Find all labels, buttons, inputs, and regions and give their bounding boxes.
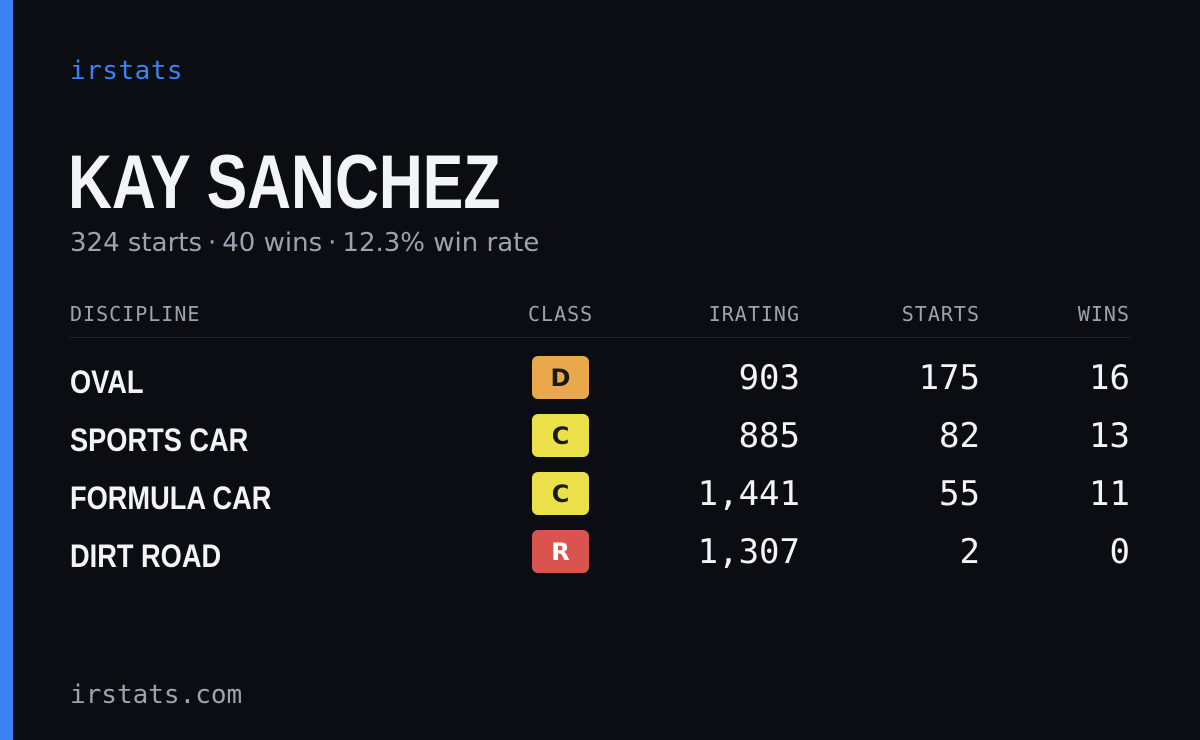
separator: · (328, 228, 337, 258)
class-badge: C (532, 472, 589, 515)
discipline-name: FORMULA CAR (70, 480, 272, 516)
table-row: FORMULA CAR C 1,441 55 11 (70, 470, 1131, 528)
stats-table: DISCIPLINE CLASS IRATING STARTS WINS OVA… (70, 296, 1131, 586)
separator: · (208, 228, 217, 258)
starts-value: 2 (959, 532, 980, 572)
table-row: OVAL D 903 175 16 (70, 354, 1131, 412)
wins-value: 11 (1089, 474, 1130, 514)
driver-name: KAY SANCHEZ (68, 140, 501, 225)
starts-value: 55 (939, 474, 980, 514)
win-rate: 12.3% win rate (342, 228, 540, 258)
class-badge: C (532, 414, 589, 457)
accent-bar (0, 0, 13, 740)
header-starts: STARTS (901, 302, 980, 326)
table-body: OVAL D 903 175 16 SPORTS CAR C 885 82 13… (70, 338, 1131, 586)
class-badge: D (532, 356, 589, 399)
header-irating: IRATING (708, 302, 800, 326)
table-row: DIRT ROAD R 1,307 2 0 (70, 528, 1131, 586)
discipline-name: SPORTS CAR (70, 422, 249, 458)
starts-count: 324 starts (70, 228, 202, 258)
irating-value: 1,307 (697, 532, 800, 572)
header-class: CLASS (528, 302, 594, 326)
table-header: DISCIPLINE CLASS IRATING STARTS WINS (70, 296, 1131, 338)
brand-logo: irstats (70, 56, 184, 86)
irating-value: 885 (738, 416, 800, 456)
footer-url: irstats.com (70, 680, 243, 710)
starts-value: 175 (918, 358, 980, 398)
wins-count: 40 wins (222, 228, 323, 258)
discipline-name: OVAL (70, 364, 144, 400)
irating-value: 1,441 (697, 474, 800, 514)
driver-summary: 324 starts · 40 wins · 12.3% win rate (70, 228, 539, 258)
header-discipline: DISCIPLINE (70, 302, 201, 326)
discipline-name: DIRT ROAD (70, 538, 222, 574)
table-row: SPORTS CAR C 885 82 13 (70, 412, 1131, 470)
wins-value: 13 (1089, 416, 1130, 456)
class-badge: R (532, 530, 589, 573)
starts-value: 82 (939, 416, 980, 456)
header-wins: WINS (1077, 302, 1130, 326)
irating-value: 903 (738, 358, 800, 398)
wins-value: 16 (1089, 358, 1130, 398)
wins-value: 0 (1109, 532, 1130, 572)
